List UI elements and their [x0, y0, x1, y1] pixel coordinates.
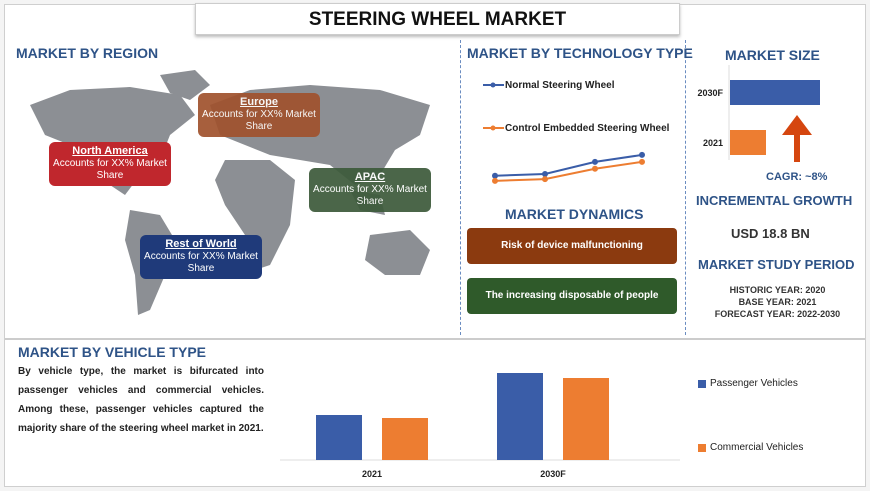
category-label: 2021: [703, 138, 723, 148]
category-label: 2021: [362, 469, 382, 479]
data-point: [639, 158, 645, 165]
legend-swatch: [698, 444, 706, 452]
incremental-value: USD 18.8 BN: [731, 226, 810, 241]
bar: [730, 80, 820, 105]
region-name: Rest of World: [165, 238, 237, 250]
dynamics-item: Risk of device malfunctioning: [467, 228, 677, 264]
region-europe: Europe Accounts for XX% Market Share: [198, 93, 320, 137]
dynamics-heading: MARKET DYNAMICS: [505, 206, 644, 222]
market-size-chart: 2030F 2021: [697, 65, 820, 162]
series-line: [494, 153, 643, 177]
vehicle-heading: MARKET BY VEHICLE TYPE: [18, 344, 206, 360]
region-share: Accounts for XX% Market Share: [313, 184, 427, 207]
data-point: [492, 172, 498, 179]
technology-heading: MARKET BY TECHNOLOGY TYPE: [467, 45, 693, 61]
study-period: HISTORIC YEAR: 2020 BASE YEAR: 2021 FORE…: [690, 284, 865, 320]
data-point: [592, 165, 598, 172]
arrow-up-icon: [782, 115, 812, 162]
incremental-heading: INCREMENTAL GROWTH: [696, 193, 853, 208]
market-size-heading: MARKET SIZE: [725, 47, 820, 63]
data-point: [542, 170, 548, 177]
data-point: [492, 177, 498, 184]
legend-normal: Normal Steering Wheel: [505, 80, 615, 91]
bar: [730, 130, 766, 155]
series-line: [494, 160, 643, 182]
forecast-year: FORECAST YEAR: 2022-2030: [714, 309, 841, 319]
category-label: 2030F: [697, 88, 723, 98]
legend-commercial: Commercial Vehicles: [710, 442, 804, 453]
region-share: Accounts for XX% Market Share: [53, 158, 167, 181]
technology-chart: [483, 82, 645, 184]
divider: [5, 338, 865, 340]
legend-swatch: [698, 380, 706, 388]
cagr: CAGR: ~8%: [766, 171, 828, 183]
vehicle-description: By vehicle type, the market is bifurcate…: [18, 366, 264, 434]
historic-year: HISTORIC YEAR: 2020: [729, 285, 826, 295]
page-title: STEERING WHEEL MARKET: [195, 3, 680, 35]
region-name: APAC: [354, 171, 386, 183]
region-rest-of-world: Rest of World Accounts for XX% Market Sha…: [140, 235, 262, 279]
dynamics-item: The increasing disposable of people: [467, 278, 677, 314]
data-point: [592, 158, 598, 165]
category-label: 2030F: [540, 469, 566, 479]
bar: [382, 418, 428, 460]
divider: [460, 40, 461, 335]
data-point: [542, 176, 548, 183]
study-heading: MARKET STUDY PERIOD: [698, 257, 855, 272]
region-heading: MARKET BY REGION: [16, 45, 159, 61]
region-share: Accounts for XX% Market Share: [144, 251, 258, 274]
region-name: Europe: [240, 96, 278, 108]
vehicle-chart: 2021 2030F: [280, 373, 680, 479]
bar: [563, 378, 609, 460]
region-north-america: North America Accounts for XX% Market Sha…: [49, 142, 171, 186]
legend-control: Control Embedded Steering Wheel: [505, 123, 670, 134]
divider: [685, 40, 686, 335]
legend-marker: [490, 125, 496, 131]
bar: [497, 373, 543, 460]
legend-passenger: Passenger Vehicles: [710, 378, 798, 389]
data-point: [639, 151, 645, 158]
region-name: North America: [72, 145, 148, 157]
region-share: Accounts for XX% Market Share: [202, 109, 316, 132]
legend-marker: [490, 82, 496, 88]
region-apac: APAC Accounts for XX% Market Share: [309, 168, 431, 212]
bar: [316, 415, 362, 460]
base-year: BASE YEAR: 2021: [738, 297, 817, 307]
